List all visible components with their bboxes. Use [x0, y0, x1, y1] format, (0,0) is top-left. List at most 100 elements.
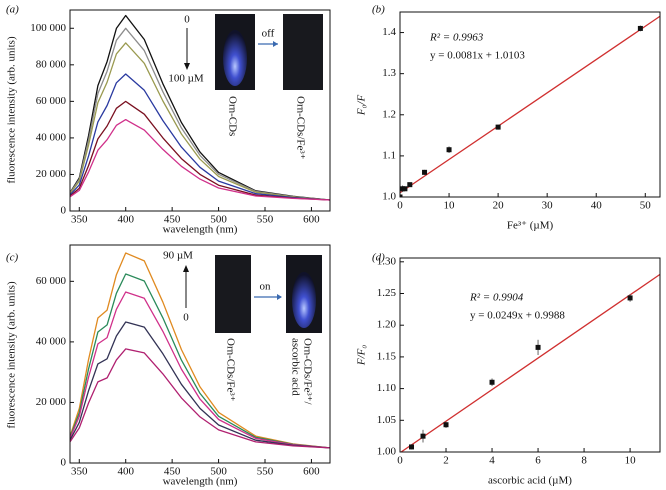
x-tick-label: 50: [640, 200, 652, 212]
x-tick-label: 4: [489, 455, 495, 467]
y-tick-label: 1.4: [382, 26, 396, 38]
x-tick-label: 400: [117, 214, 134, 226]
spectrum-line: [70, 73, 330, 201]
fit-line: [400, 273, 660, 452]
panel-label: (d): [372, 252, 385, 264]
annotation: 0: [184, 14, 190, 26]
y-tick-label: 1.0: [382, 191, 396, 203]
y-tick-label: 1.1: [382, 149, 396, 161]
vial-photo: [283, 14, 323, 90]
y-tick-label: 1.25: [377, 287, 397, 299]
y-tick-label: 20 000: [36, 396, 67, 408]
y-axis-title: fluorescence intensity (arb. units): [6, 36, 18, 184]
annotation: Orn-CDs/Fe³⁺/: [301, 338, 313, 405]
data-point: [535, 344, 541, 350]
spectrum-line: [70, 100, 330, 201]
y-tick-label: 0: [61, 457, 67, 469]
x-tick-label: 600: [303, 466, 320, 478]
panel-label: (c): [6, 252, 19, 264]
y-tick-label: 1.2: [382, 108, 396, 120]
y-tick-label: 1.30: [377, 255, 397, 267]
plot-frame: [69, 9, 331, 212]
data-point: [400, 194, 403, 197]
spectrum-line: [70, 14, 330, 201]
vial-glow: [292, 272, 316, 328]
spectrum-line: [70, 27, 330, 201]
spectrum-line: [70, 321, 330, 449]
y-tick-label: 1.10: [377, 382, 397, 394]
panel-label: (a): [6, 4, 19, 16]
y-tick-label: 0: [61, 205, 67, 217]
data-point: [443, 422, 449, 428]
annotation: y = 0.0249x + 0.9988: [470, 310, 565, 322]
y-tick-label: 60 000: [36, 95, 67, 107]
spectrum-line: [70, 348, 330, 449]
y-tick-label: 1.15: [377, 350, 397, 362]
fit-line: [400, 15, 660, 194]
x-tick-label: 450: [164, 214, 181, 226]
x-tick-label: 10: [625, 455, 637, 467]
data-point: [407, 182, 413, 188]
x-tick-label: 350: [71, 466, 88, 478]
y-axis-title: F/F₀: [356, 345, 368, 366]
x-tick-label: 8: [581, 455, 587, 467]
x-tick-label: 550: [257, 214, 274, 226]
spectrum-line: [70, 42, 330, 201]
data-point: [446, 147, 452, 153]
annotation: y = 0.0081x + 1.0103: [430, 50, 525, 62]
x-axis-title: wavelength (nm): [163, 224, 238, 236]
arrow-head: [184, 63, 190, 70]
x-tick-label: 20: [493, 200, 505, 212]
y-tick-label: 20 000: [36, 168, 67, 180]
vial-photo: [215, 255, 251, 333]
x-axis-title: Fe³⁺ (µM): [507, 220, 554, 232]
panel-label: (b): [372, 4, 385, 16]
y-tick-label: 60 000: [36, 275, 67, 287]
x-tick-label: 600: [303, 214, 320, 226]
x-tick-label: 400: [117, 466, 134, 478]
x-tick-label: 550: [257, 466, 274, 478]
annotation: ascorbic acid: [289, 338, 301, 396]
spectrum-line: [70, 118, 330, 201]
data-point: [489, 379, 495, 385]
annotation: 90 µM: [163, 250, 193, 262]
annotation: 100 µM: [168, 73, 204, 85]
annotation: Orn-CDs/Fe³⁺: [224, 338, 236, 402]
annotation: Orn-CDs: [226, 96, 238, 136]
y-tick-label: 100 000: [30, 22, 66, 34]
x-tick-label: 30: [542, 200, 554, 212]
arrow-head: [273, 41, 278, 47]
data-point: [495, 124, 501, 130]
x-tick-label: 0: [397, 455, 403, 467]
annotation: R² = 0.9963: [429, 32, 484, 44]
data-point: [409, 444, 415, 450]
y-tick-label: 1.3: [382, 67, 396, 79]
annotation: R² = 0.9904: [469, 292, 524, 304]
data-point: [422, 169, 428, 175]
x-tick-label: 450: [164, 466, 181, 478]
data-point: [420, 433, 426, 439]
x-axis-title: ascorbic acid (µM): [488, 475, 572, 487]
y-tick-label: 1.00: [377, 446, 397, 458]
vial-glow: [223, 30, 247, 86]
y-axis-title: F₀/F: [356, 95, 368, 117]
x-tick-label: 2: [443, 455, 449, 467]
x-tick-label: 500: [210, 214, 227, 226]
spectrum-line: [70, 291, 330, 449]
data-point: [402, 186, 408, 192]
x-axis-title: wavelength (nm): [163, 476, 238, 488]
spectrum-line: [70, 273, 330, 449]
annotation: off: [262, 28, 275, 40]
plot-frame: [69, 244, 331, 464]
x-tick-label: 10: [444, 200, 456, 212]
spectrum-line: [70, 252, 330, 449]
y-tick-label: 80 000: [36, 58, 67, 70]
y-tick-label: 40 000: [36, 131, 67, 143]
plot-frame: [399, 257, 661, 453]
x-tick-label: 6: [535, 455, 541, 467]
y-axis-title: fluorescence intensity (arb. units): [6, 281, 18, 429]
y-tick-label: 40 000: [36, 335, 67, 347]
annotation: on: [260, 281, 272, 293]
x-tick-label: 40: [591, 200, 603, 212]
